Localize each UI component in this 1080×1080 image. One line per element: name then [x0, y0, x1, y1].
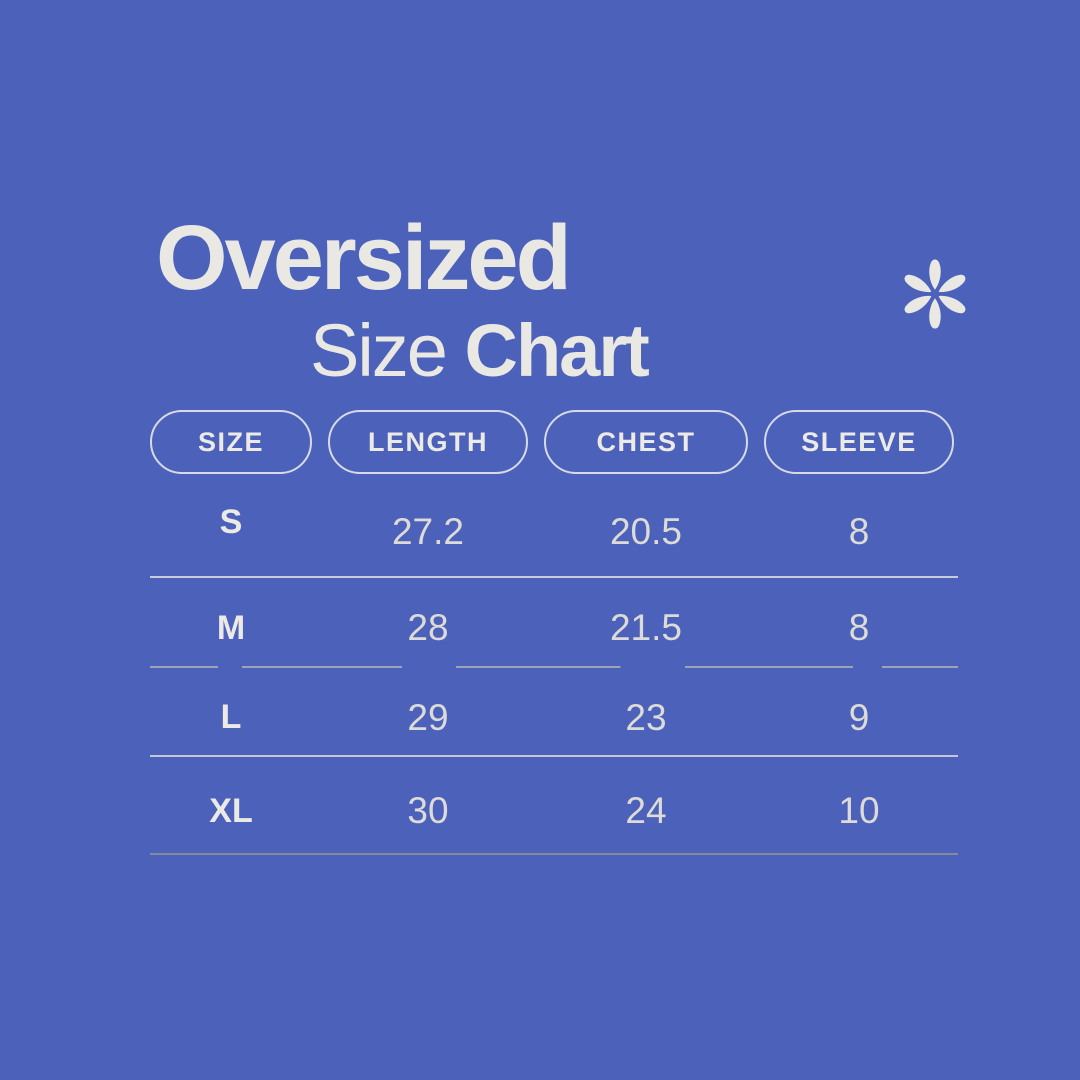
column-label-chest: CHEST — [596, 426, 696, 457]
sleeve-cell: 10 — [838, 790, 880, 831]
column-label-sleeve: SLEEVE — [801, 426, 917, 457]
table-row-xl: XL 30 24 10 — [150, 757, 958, 855]
chest-cell: 20.5 — [609, 511, 682, 552]
length-cell: 27.2 — [391, 511, 464, 552]
row-divider — [150, 576, 958, 578]
size-table: S 27.2 20.5 8 M 28 21.5 8 L 29 23 9 XL 3… — [150, 476, 958, 855]
size-cell: XL — [209, 791, 253, 830]
chest-cell: 21.5 — [609, 607, 682, 648]
length-cell: 28 — [407, 607, 449, 648]
chest-cell: 23 — [625, 696, 667, 738]
table-row-s: S 27.2 20.5 8 — [150, 476, 958, 578]
column-pill-chest: CHEST — [544, 410, 748, 474]
row-divider-segmented — [150, 666, 958, 668]
size-cell: L — [220, 698, 242, 736]
page-subtitle: Size Chart — [310, 314, 650, 388]
sleeve-cell: 9 — [848, 696, 870, 738]
column-label-size: SIZE — [197, 426, 264, 457]
sleeve-cell: 8 — [848, 511, 870, 552]
row-divider — [150, 755, 958, 757]
column-label-length: LENGTH — [368, 426, 488, 457]
table-row-l: L 29 23 9 — [150, 668, 958, 757]
length-cell: 30 — [407, 790, 449, 831]
column-pill-size: SIZE — [150, 410, 312, 474]
subtitle-bold: Chart — [464, 309, 650, 392]
size-cell: M — [216, 608, 246, 647]
column-pill-length: LENGTH — [328, 410, 528, 474]
size-cell: S — [219, 502, 243, 541]
subtitle-regular: Size — [310, 309, 448, 392]
page-title: Oversized — [156, 207, 572, 309]
sleeve-cell: 8 — [848, 607, 870, 648]
column-pill-sleeve: SLEEVE — [764, 410, 954, 474]
table-row-m: M 28 21.5 8 — [150, 578, 958, 668]
table-header-row: SIZE LENGTH CHEST SLEEVE — [150, 410, 958, 474]
asterisk-icon — [893, 252, 977, 336]
chest-cell: 24 — [625, 790, 667, 831]
length-cell: 29 — [407, 696, 449, 738]
row-divider-bottom — [150, 853, 958, 855]
